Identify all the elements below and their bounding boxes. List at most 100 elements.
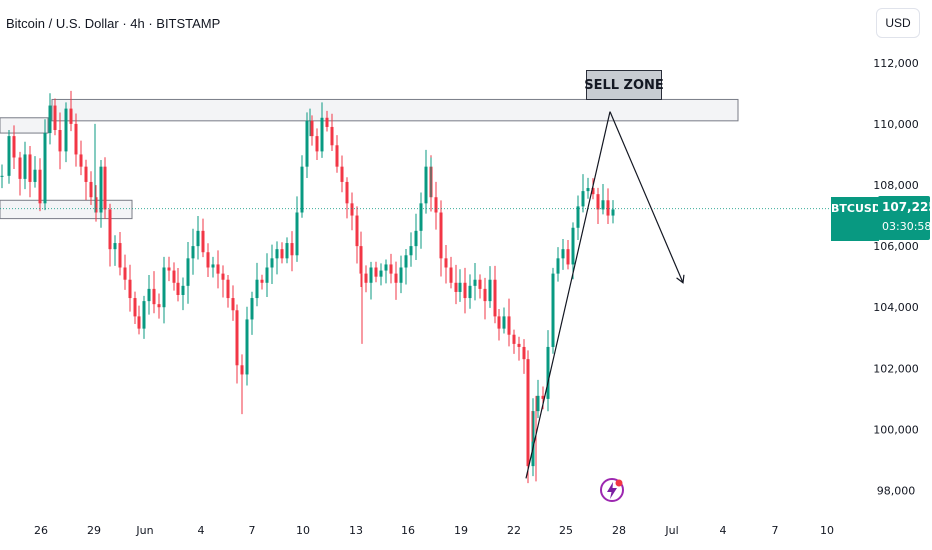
time-tick-label: 10 <box>296 524 310 537</box>
time-axis[interactable]: 26 29 Jun 4 7 10 13 16 19 22 25 28 Jul 4 7 10 <box>34 524 834 537</box>
candle-body <box>38 169 42 204</box>
candle-body <box>89 181 93 198</box>
candle-body <box>325 117 329 127</box>
candle-body <box>99 166 103 213</box>
candle-body <box>53 105 57 130</box>
candle-body <box>359 246 363 274</box>
candle-body <box>48 105 52 134</box>
candle-body <box>566 249 570 265</box>
left-zone-top-rect <box>0 117 49 134</box>
candle-body <box>379 270 383 277</box>
candle-body <box>493 279 497 317</box>
candle-body <box>285 243 289 259</box>
candle-body <box>561 249 565 259</box>
time-tick-label: 13 <box>349 524 363 537</box>
candle-body <box>404 255 408 268</box>
candle-body <box>526 359 530 467</box>
chart-title: Bitcoin / U.S. Dollar · 4h · BITSTAMP <box>6 16 221 31</box>
candle-body <box>330 126 334 146</box>
candle-body <box>478 279 482 289</box>
candle-body <box>245 319 249 375</box>
time-tick-label: 29 <box>87 524 101 537</box>
candle-body <box>84 166 88 182</box>
candle-body <box>551 273 555 347</box>
candle-body <box>191 246 195 259</box>
candle-body <box>394 273 398 283</box>
candle-body <box>226 279 230 299</box>
candle-body <box>399 267 403 283</box>
candle-body <box>147 288 151 302</box>
candle-body <box>152 288 156 305</box>
candle-body <box>439 212 443 259</box>
candle-body <box>315 136 319 152</box>
candle-body <box>502 316 506 329</box>
candle-body <box>206 252 210 268</box>
candle-body <box>355 215 359 247</box>
candle-body <box>463 282 467 299</box>
time-tick-label: 16 <box>401 524 415 537</box>
price-tick-label: 110,000 <box>873 118 919 131</box>
trend-line <box>525 111 611 479</box>
currency-button[interactable]: USD <box>876 8 920 38</box>
candle-body <box>384 264 388 271</box>
candle-body <box>250 298 254 320</box>
candle-body <box>12 136 16 158</box>
candle-body <box>181 285 185 295</box>
candle-body <box>28 154 32 182</box>
candle-body <box>211 264 215 268</box>
time-tick-label: 22 <box>507 524 521 537</box>
time-tick-label: 4 <box>720 524 727 537</box>
price-tick-label: 98,000 <box>877 485 916 498</box>
candle-body <box>419 203 423 231</box>
price-axis[interactable]: 112,000 110,000 108,000 106,000 104,000 102,0… <box>873 57 919 498</box>
candle-body <box>522 346 526 360</box>
time-tick-label: Jun <box>135 524 153 537</box>
candle-body <box>270 258 274 268</box>
candle-body <box>556 258 560 274</box>
candle-body <box>79 154 83 167</box>
candle-body <box>596 194 600 210</box>
candle-body <box>374 267 378 277</box>
candle-body <box>305 120 309 167</box>
candle-body <box>280 249 284 259</box>
lightning-logo-icon[interactable] <box>598 476 626 504</box>
candle-body <box>488 279 492 302</box>
candle-body <box>350 203 354 216</box>
candle-body <box>434 197 438 213</box>
last-price-value: 107,225 <box>882 199 932 214</box>
candle-body <box>454 282 458 292</box>
candle-body <box>123 267 127 280</box>
time-tick-label: 25 <box>559 524 573 537</box>
candle-body <box>458 282 462 292</box>
candle-body <box>18 157 22 179</box>
candle-body <box>221 273 225 280</box>
price-tick-label: 100,000 <box>873 423 919 436</box>
left-zone-bottom-rect <box>0 199 133 220</box>
candle-body <box>606 200 610 216</box>
candle-body <box>507 316 511 335</box>
time-tick-label: 19 <box>454 524 468 537</box>
candle-body <box>43 133 47 204</box>
candle-body <box>424 166 428 204</box>
candle-body <box>23 154 27 179</box>
bar-countdown: 03:30:58 <box>882 219 932 233</box>
candle-body <box>64 108 68 152</box>
candle-body <box>235 310 239 366</box>
candle-body <box>186 258 190 286</box>
candle-body <box>231 298 235 311</box>
price-tick-label: 104,000 <box>873 301 919 314</box>
candle-body <box>201 230 205 253</box>
candle-body <box>536 395 540 412</box>
candle-body <box>300 166 304 213</box>
candle-body <box>444 258 448 268</box>
candle-body <box>69 108 73 124</box>
candle-body <box>414 230 418 247</box>
candle-body <box>497 316 501 329</box>
candle-body <box>468 285 472 299</box>
candle-body <box>340 166 344 182</box>
candle-body <box>58 130 62 152</box>
candle-body <box>483 288 487 302</box>
time-tick-label: Jul <box>664 524 678 537</box>
drawing-lines <box>525 111 685 479</box>
